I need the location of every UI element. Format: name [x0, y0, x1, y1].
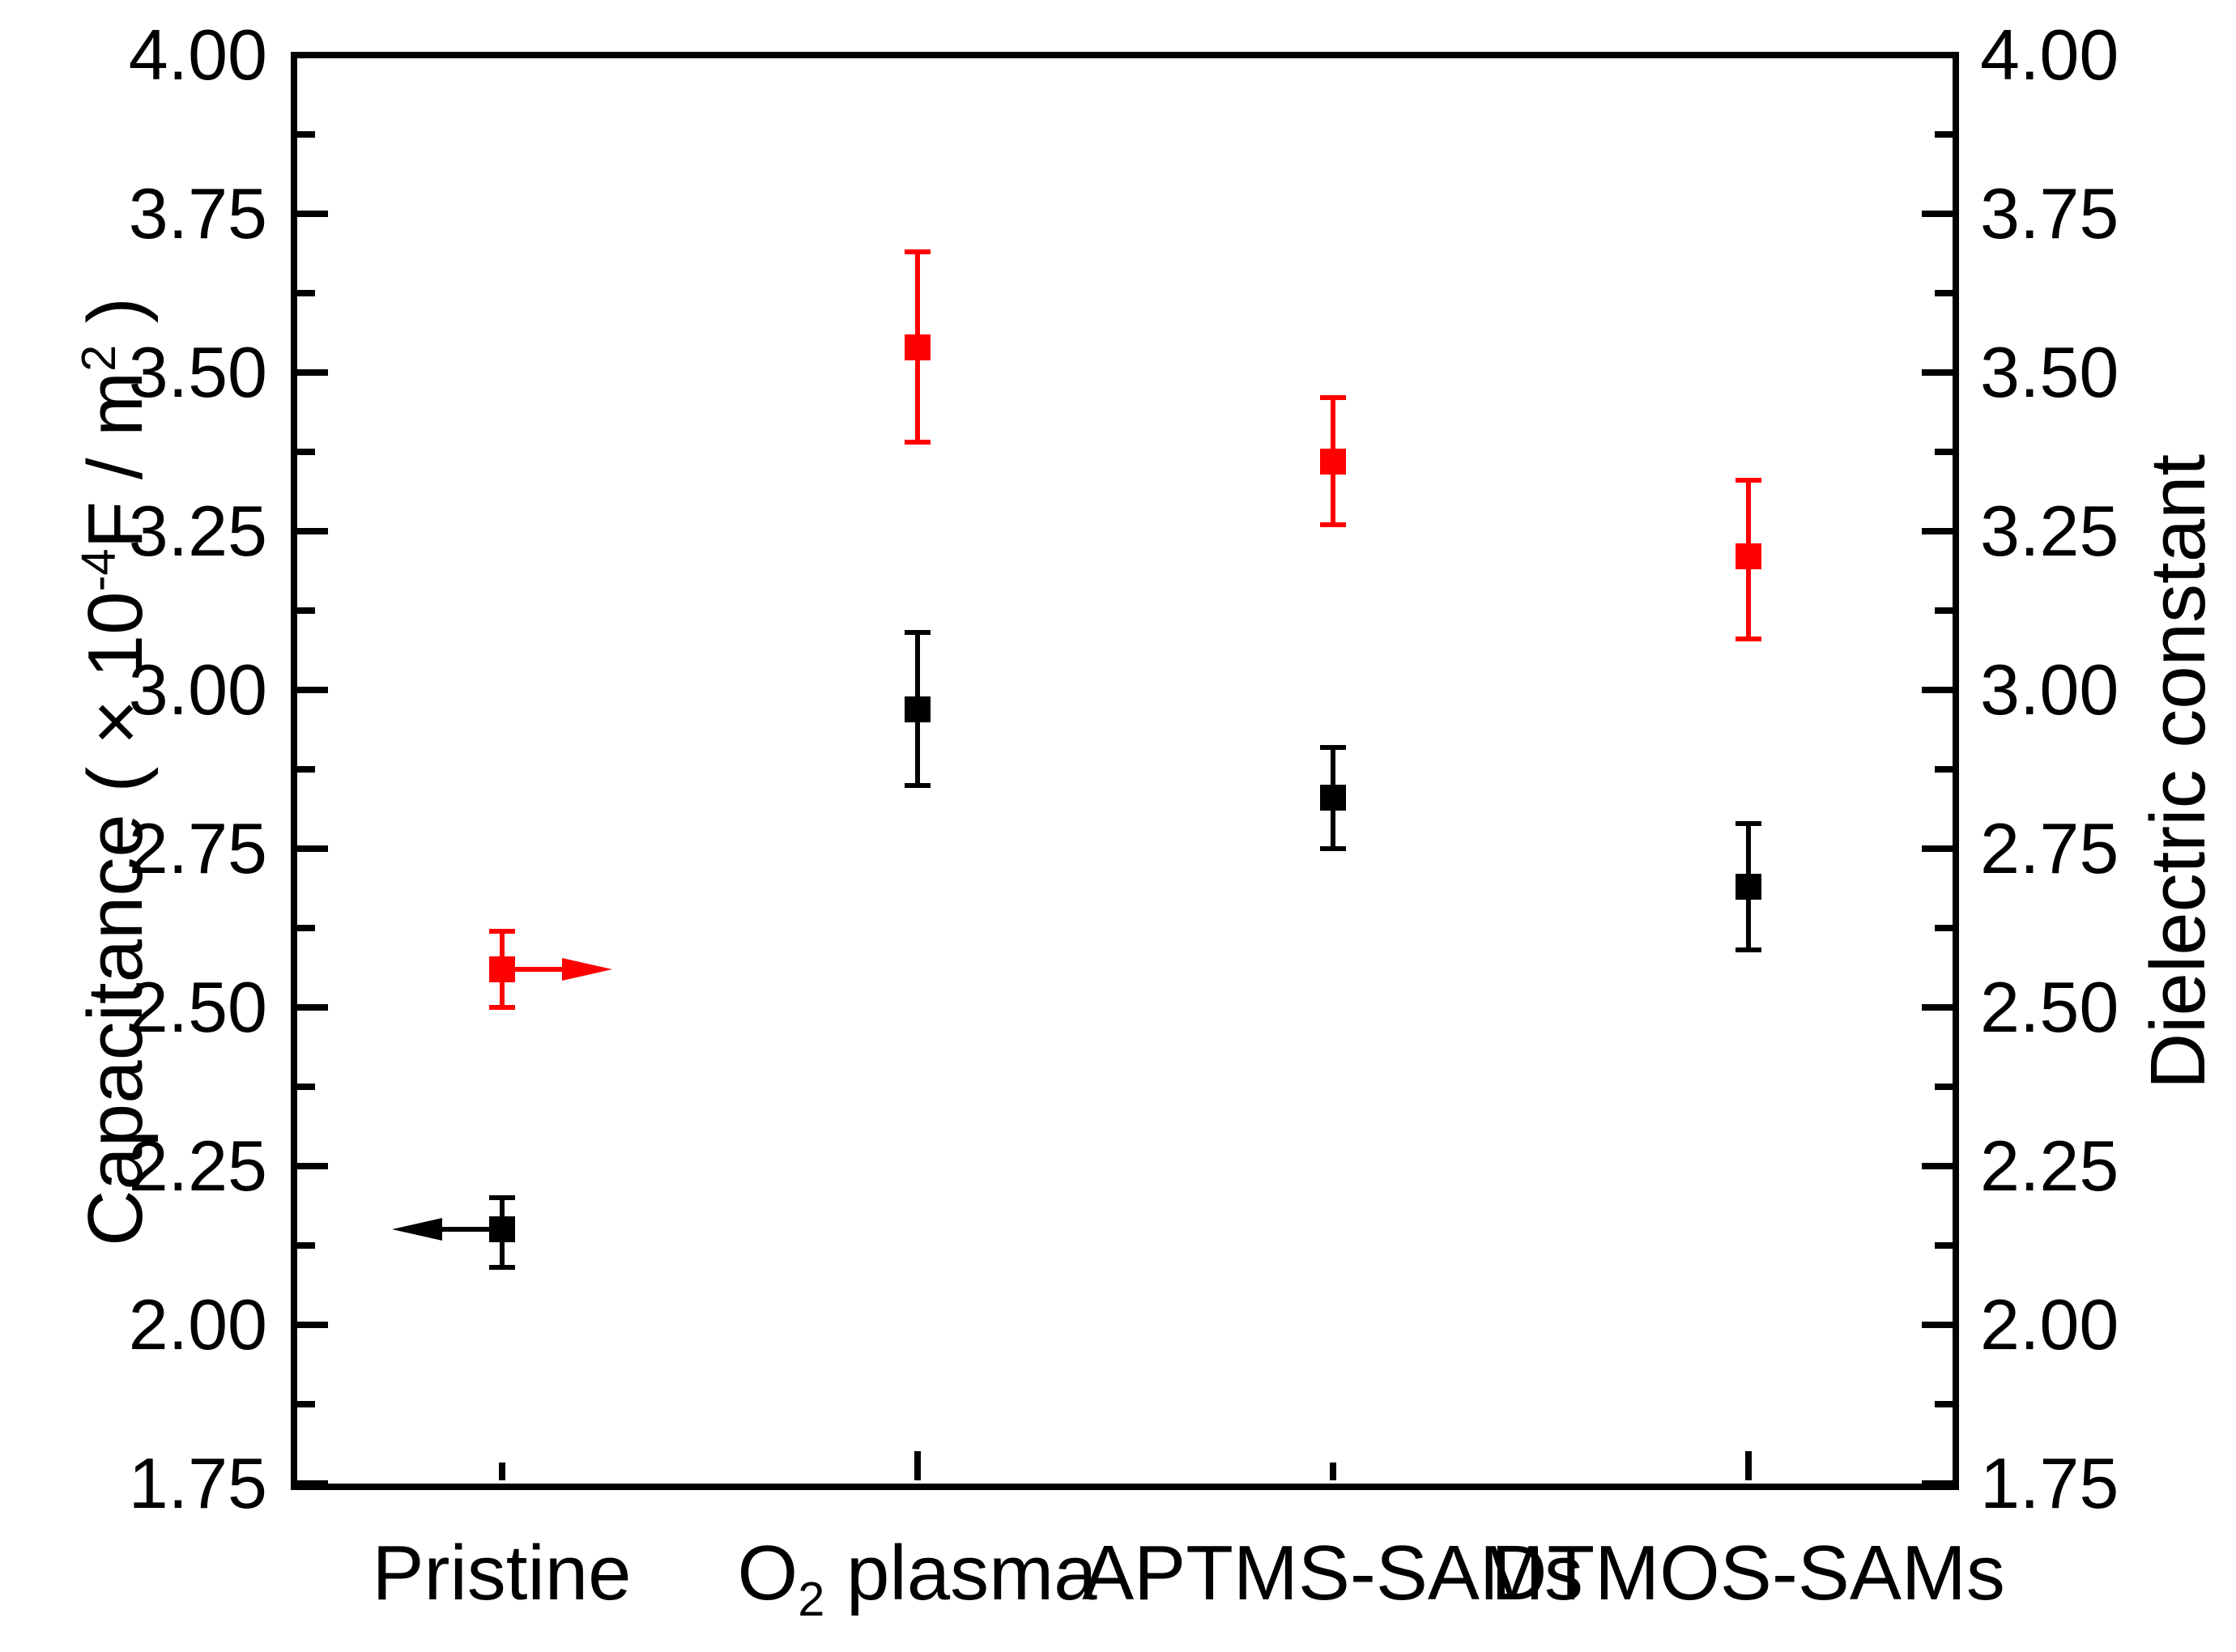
y-tick-label-right: 2.00 — [1980, 1284, 2119, 1365]
data-point-square-dielectric-constant-0 — [488, 956, 515, 982]
y-major-tick-right — [1922, 211, 1953, 217]
y-major-tick-left — [297, 211, 328, 217]
y-minor-tick-left — [297, 1084, 315, 1090]
error-cap-bottom — [1319, 846, 1346, 851]
error-cap-top — [1319, 744, 1346, 750]
y-major-tick-left — [297, 528, 328, 534]
data-point-square-capacitance-2 — [1319, 785, 1346, 811]
error-cap-bottom — [1735, 947, 1761, 953]
y-tick-label-left: 1.75 — [128, 1443, 267, 1523]
y-tick-label-right: 2.75 — [1980, 808, 2119, 888]
error-cap-top — [488, 928, 515, 934]
error-cap-bottom — [1735, 637, 1761, 642]
y-minor-tick-right — [1935, 1401, 1953, 1407]
data-point-square-capacitance-1 — [904, 696, 931, 722]
x-category-label-3: DTMOS-SAMs — [1491, 1530, 2005, 1616]
y-major-tick-left — [297, 1480, 328, 1487]
y-major-tick-left — [297, 52, 328, 58]
y-tick-label-left: 2.00 — [128, 1284, 267, 1365]
y-minor-tick-left — [297, 1242, 315, 1249]
error-cap-top — [1735, 478, 1761, 483]
y-minor-tick-right — [1935, 131, 1953, 138]
y-major-tick-right — [1922, 52, 1953, 58]
y-minor-tick-left — [297, 1401, 315, 1407]
left-arrow-icon — [391, 1218, 442, 1241]
y-major-tick-right — [1922, 369, 1953, 376]
y-major-tick-left — [297, 845, 328, 852]
y-minor-tick-right — [1935, 290, 1953, 296]
y-tick-label-right: 3.75 — [1980, 173, 2119, 253]
error-cap-top — [1319, 395, 1346, 401]
y-major-tick-right — [1922, 687, 1953, 693]
y-major-tick-left — [297, 1322, 328, 1328]
y-tick-label-right: 3.25 — [1980, 491, 2119, 571]
x-category-tick — [498, 1463, 505, 1480]
y-minor-tick-left — [297, 449, 315, 455]
data-point-square-dielectric-constant-3 — [1735, 543, 1761, 570]
y-tick-label-left: 2.75 — [128, 808, 267, 888]
y-minor-tick-right — [1935, 925, 1953, 931]
y-major-tick-right — [1922, 845, 1953, 852]
x-category-tick — [914, 1451, 921, 1480]
y-minor-tick-left — [297, 131, 315, 138]
y-minor-tick-right — [1935, 766, 1953, 773]
y-minor-tick-right — [1935, 1084, 1953, 1090]
error-cap-bottom — [488, 1005, 515, 1010]
y-tick-label-right: 2.25 — [1980, 1126, 2119, 1206]
y-tick-label-left: 3.75 — [128, 173, 267, 253]
data-point-square-dielectric-constant-2 — [1319, 448, 1346, 475]
y-tick-label-left: 3.00 — [128, 649, 267, 730]
error-cap-top — [904, 249, 931, 255]
y-tick-label-left: 3.50 — [128, 332, 267, 412]
left-arrow-line — [441, 1227, 489, 1233]
y-tick-label-right: 3.00 — [1980, 649, 2119, 730]
y-tick-label-left: 4.00 — [128, 15, 267, 95]
y-tick-label-right: 4.00 — [1980, 15, 2119, 95]
y-major-tick-right — [1922, 528, 1953, 534]
right-arrow-icon — [561, 957, 612, 981]
y-major-tick-left — [297, 1163, 328, 1169]
y-tick-label-right: 3.50 — [1980, 332, 2119, 412]
error-cap-top — [488, 1195, 515, 1201]
y-tick-label-left: 2.50 — [128, 967, 267, 1047]
y-tick-label-left: 3.25 — [128, 491, 267, 571]
x-category-label-0: Pristine — [372, 1530, 632, 1616]
right-arrow-line — [514, 966, 562, 972]
y-tick-label-left: 2.25 — [128, 1126, 267, 1206]
x-category-tick — [1329, 1463, 1336, 1480]
y-major-tick-right — [1922, 1163, 1953, 1169]
error-cap-bottom — [1319, 522, 1346, 528]
y-major-tick-right — [1922, 1004, 1953, 1011]
y-minor-tick-left — [297, 925, 315, 931]
error-cap-top — [904, 630, 931, 636]
error-cap-bottom — [904, 782, 931, 788]
y-minor-tick-right — [1935, 1242, 1953, 1249]
y-major-tick-left — [297, 1004, 328, 1011]
x-category-label-2: APTMS-SAMs — [1082, 1530, 1583, 1616]
y-tick-label-right: 1.75 — [1980, 1443, 2119, 1523]
error-cap-bottom — [904, 440, 931, 445]
y-minor-tick-right — [1935, 449, 1953, 455]
y-tick-label-right: 2.50 — [1980, 967, 2119, 1047]
data-point-square-capacitance-0 — [488, 1216, 515, 1243]
error-cap-top — [1735, 820, 1761, 826]
y-minor-tick-left — [297, 607, 315, 614]
error-cap-bottom — [488, 1265, 515, 1271]
y-major-tick-right — [1922, 1480, 1953, 1487]
x-category-label-1: O2 plasma — [737, 1530, 1097, 1627]
data-point-square-dielectric-constant-1 — [904, 334, 931, 360]
y-minor-tick-right — [1935, 607, 1953, 614]
y-minor-tick-left — [297, 290, 315, 296]
data-point-square-capacitance-3 — [1735, 874, 1761, 901]
y-major-tick-right — [1922, 1322, 1953, 1328]
x-category-tick — [1744, 1451, 1752, 1480]
plot-frame — [291, 52, 1959, 1490]
y-major-tick-left — [297, 369, 328, 376]
y-minor-tick-left — [297, 766, 315, 773]
y-major-tick-left — [297, 687, 328, 693]
